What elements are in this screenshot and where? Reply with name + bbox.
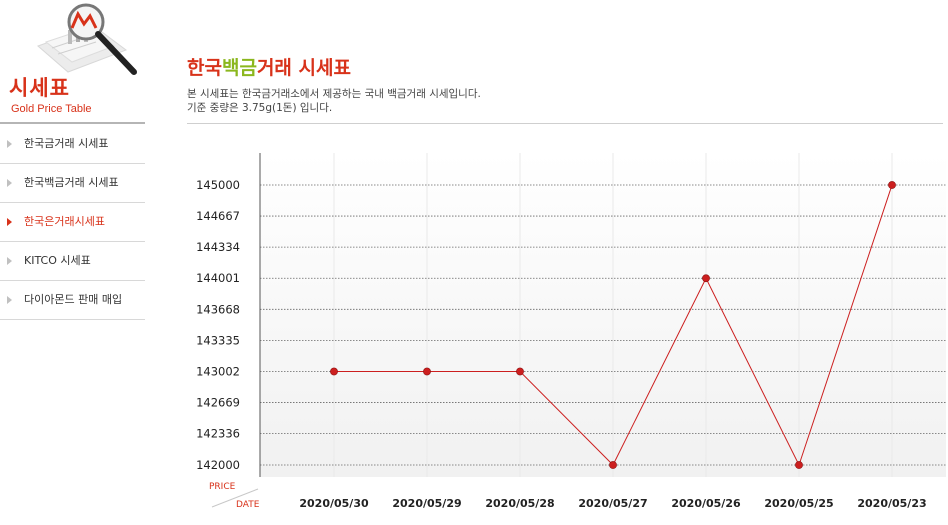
x-axis-ticks: 2020/05/30 2020/05/29 2020/05/28 2020/05/27… <box>299 497 926 510</box>
data-point <box>795 461 803 469</box>
sidebar-item-label: 다이아몬드 판매 매입 <box>24 293 123 306</box>
y-axis-label: PRICE <box>209 482 236 492</box>
price-line-chart: 145000 144667 144334 144001 143668 143335 1430… <box>196 153 946 510</box>
arrow-right-icon <box>7 140 12 148</box>
x-tick-label: 2020/05/29 <box>392 497 461 510</box>
y-tick-label: 144001 <box>196 271 240 285</box>
sidebar-item-kitco-price[interactable]: KITCO 시세표 <box>0 242 145 281</box>
y-tick-label: 143335 <box>196 333 240 347</box>
sidebar-item-diamond-trade[interactable]: 다이아몬드 판매 매입 <box>0 281 145 320</box>
page-title-part2: 거래 시세표 <box>256 57 351 79</box>
sidebar-item-label: KITCO 시세표 <box>24 254 91 267</box>
header-divider <box>187 123 943 124</box>
y-tick-label: 145000 <box>196 178 240 192</box>
data-point <box>423 367 431 376</box>
arrow-right-icon <box>7 257 12 265</box>
arrow-right-icon <box>7 218 12 226</box>
x-tick-label: 2020/05/28 <box>485 497 554 510</box>
data-point <box>702 274 710 283</box>
sidebar-item-label: 한국백금거래 시세표 <box>24 176 119 189</box>
x-tick-label: 2020/05/23 <box>857 497 926 510</box>
page-title-part1: 한국 <box>187 57 222 79</box>
data-point <box>330 367 338 376</box>
sidebar-title: 시세표 <box>9 76 70 100</box>
sidebar-item-gold-price[interactable]: 한국금거래 시세표 <box>0 125 145 164</box>
x-tick-label: 2020/05/25 <box>764 497 833 510</box>
sidebar-divider <box>0 122 145 124</box>
y-tick-label: 143002 <box>196 364 240 378</box>
y-axis-ticks: 145000 144667 144334 144001 143668 143335 1430… <box>196 178 240 472</box>
page-description-line2: 기준 중량은 3.75g(1돈) 입니다. <box>187 102 333 114</box>
x-tick-label: 2020/05/30 <box>299 497 369 510</box>
y-tick-label: 142000 <box>196 458 240 472</box>
sidebar-item-label: 한국은거래시세표 <box>24 215 105 228</box>
sidebar-item-label: 한국금거래 시세표 <box>24 137 109 150</box>
plot-background <box>260 153 946 477</box>
y-tick-label: 144334 <box>196 240 240 254</box>
y-tick-label: 142336 <box>196 427 240 441</box>
data-point <box>609 461 617 469</box>
sidebar-item-silver-price[interactable]: 한국은거래시세표 <box>0 203 145 242</box>
vertical-gridlines <box>333 153 893 477</box>
y-tick-label: 142669 <box>196 396 240 410</box>
data-point <box>516 367 524 376</box>
x-tick-label: 2020/05/26 <box>671 497 741 510</box>
x-axis-label: DATE <box>236 500 260 510</box>
sidebar-menu: 한국금거래 시세표 한국백금거래 시세표 한국은거래시세표 KITCO 시세표 … <box>0 125 145 320</box>
page-description-line1: 본 시세표는 한국금거래소에서 제공하는 국내 백금거래 시세입니다. <box>187 88 481 100</box>
data-point <box>888 181 896 189</box>
sidebar-item-platinum-price[interactable]: 한국백금거래 시세표 <box>0 164 145 203</box>
page-title-highlight: 백금 <box>221 57 257 79</box>
data-points <box>330 181 896 469</box>
axis-corner-divider <box>211 488 259 508</box>
y-tick-label: 143668 <box>196 302 240 316</box>
page-title: 한국백금거래 시세표 <box>187 55 351 81</box>
sidebar: 시세표 Gold Price Table 한국금거래 시세표 한국백금거래 시세… <box>0 0 146 525</box>
x-tick-label: 2020/05/27 <box>578 497 647 510</box>
sidebar-subtitle: Gold Price Table <box>11 103 92 115</box>
y-tick-label: 144667 <box>196 209 240 223</box>
magnifier-chart-icon <box>37 3 137 75</box>
horizontal-gridlines <box>260 184 946 466</box>
arrow-right-icon <box>7 296 12 304</box>
arrow-right-icon <box>7 179 12 187</box>
